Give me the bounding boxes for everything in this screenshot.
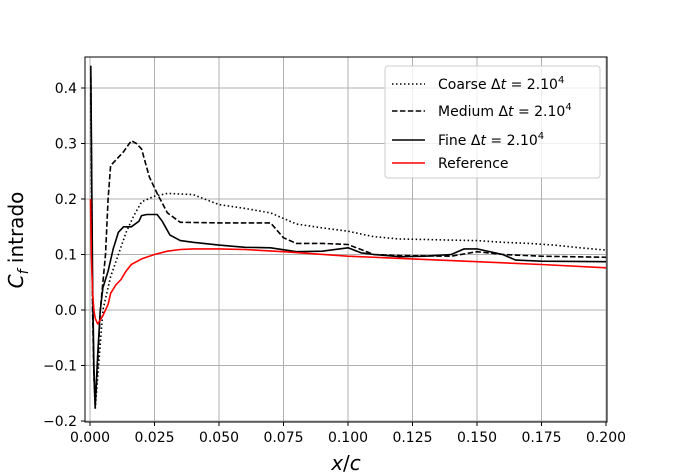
legend: Coarse Δt = 2.104 Medium Δt = 2.104 Fine… [384,65,601,179]
y-axis-title: Cf intrado [4,192,32,289]
x-tick-label: 0.125 [392,430,432,446]
legend-box [384,65,601,179]
x-tick-label: 0.150 [457,430,497,446]
legend-label: Medium Δt = 2.104 [438,102,572,120]
legend-item-medium: Medium Δt = 2.104 [392,102,572,120]
axis-ticks: 0.000 0.025 0.050 0.075 0.100 0.125 0.150 0.175… [43,81,626,446]
data-lines [89,65,607,411]
x-tick-label: 0.100 [328,430,368,446]
x-tick-label: 0.200 [586,430,626,446]
y-tick-label: 0.4 [55,81,77,97]
x-tick-label: 0.000 [70,430,110,446]
x-tick-label: 0.175 [521,430,561,446]
x-tick-label: 0.075 [263,430,303,446]
y-tick-label: 0.2 [55,192,77,208]
legend-item-fine: Fine Δt = 2.104 [392,131,544,149]
y-tick-label: −0.1 [43,359,77,375]
legend-item-coarse: Coarse Δt = 2.104 [392,75,564,93]
series-line-fine [90,65,607,408]
x-tick-label: 0.050 [199,430,239,446]
legend-label: Coarse Δt = 2.104 [438,75,564,93]
y-tick-label: 0.1 [55,248,77,264]
legend-label: Fine Δt = 2.104 [438,131,544,149]
series-line-reference [89,198,607,325]
y-tick-label: 0.3 [55,137,77,153]
x-tick-label: 0.025 [134,430,174,446]
legend-item-reference: Reference [392,156,509,172]
plot-frame [84,56,608,423]
y-tick-label: 0.0 [55,303,77,319]
y-tick-label: −0.2 [43,414,77,430]
series-line-coarse [90,99,607,411]
legend-label: Reference [438,156,509,172]
x-axis-title: x/c [330,451,361,475]
